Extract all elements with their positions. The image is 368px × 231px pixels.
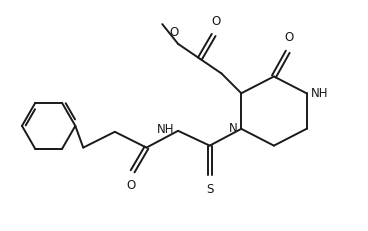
Text: NH: NH — [157, 123, 174, 136]
Text: NH: NH — [311, 87, 328, 100]
Text: O: O — [126, 179, 135, 192]
Text: O: O — [211, 15, 220, 28]
Text: S: S — [206, 183, 213, 196]
Text: N: N — [229, 122, 237, 135]
Text: O: O — [170, 26, 179, 39]
Text: O: O — [284, 31, 293, 44]
